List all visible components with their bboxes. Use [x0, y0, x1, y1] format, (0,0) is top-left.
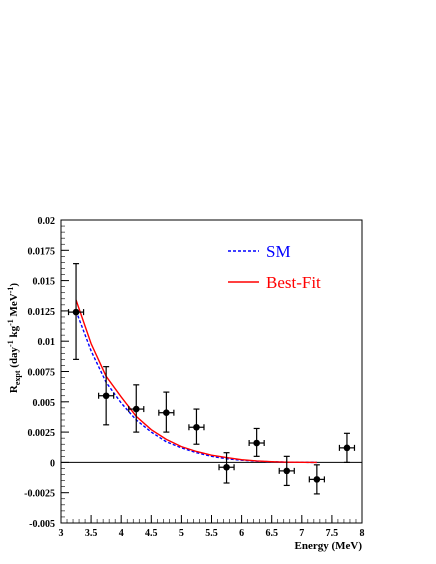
series-layer	[75, 299, 317, 464]
x-tick-label: 8	[360, 528, 365, 539]
data-point	[128, 384, 145, 433]
data-point-marker	[72, 308, 80, 316]
y-tick-label: 0.02	[38, 216, 56, 227]
x-tick-label: 6.5	[265, 528, 278, 539]
data-point	[338, 432, 356, 463]
y-axis-label-part1: (day	[8, 346, 20, 370]
legend: SM Best-Fit	[228, 242, 321, 292]
data-point	[248, 427, 265, 457]
y-tick-label: 0.015	[33, 277, 56, 288]
data-point	[158, 391, 175, 433]
data-point	[218, 452, 235, 484]
y-tick-label: 0.0025	[28, 428, 56, 439]
y-tick-label: -0.005	[29, 519, 55, 530]
data-point	[308, 464, 325, 495]
y-axis-label-sup1: -1	[6, 340, 15, 347]
x-axis-label: Energy (MeV)	[294, 540, 362, 552]
y-axis-label-sub: expt	[13, 370, 22, 385]
data-point	[188, 408, 205, 445]
x-tick-label: 3	[59, 528, 64, 539]
x-tick-label: 4.5	[145, 528, 158, 539]
axis-ticks-layer: 3 3.5 4 4.5 5 5.5 6 6.5 7 7.5 8 -0.005 -0.0025 0 0.002…	[24, 216, 364, 539]
y-tick-label: 0.0175	[28, 246, 56, 257]
y-tick-label: 0.005	[33, 398, 56, 409]
y-axis-label-sup3: -1	[6, 287, 15, 294]
data-point-marker	[343, 444, 351, 452]
series-best-fit-curve	[75, 299, 317, 464]
legend-label-sm: SM	[266, 242, 291, 261]
data-points-layer	[67, 263, 356, 495]
data-point-marker	[313, 476, 321, 483]
x-tick-label: 3.5	[85, 528, 98, 539]
data-point-marker	[102, 392, 110, 400]
data-point-marker	[132, 405, 140, 413]
data-point	[98, 366, 115, 426]
y-axis-label-part4: )	[8, 283, 20, 287]
y-axis-label-part2: kg	[8, 325, 20, 340]
y-tick-label: 0	[50, 458, 55, 469]
data-point-marker	[223, 463, 230, 471]
x-tick-label: 6	[239, 528, 244, 539]
data-point-marker	[283, 467, 291, 475]
x-tick-label: 7	[299, 528, 304, 539]
data-point-marker	[193, 423, 200, 431]
x-tick-label: 4	[119, 528, 124, 539]
y-tick-label: 0.0125	[28, 307, 56, 318]
y-tick-label: 0.01	[38, 337, 56, 348]
y-tick-label: -0.0025	[24, 489, 55, 500]
y-tick-label: 0.0075	[28, 368, 56, 379]
legend-label-best-fit: Best-Fit	[266, 273, 321, 292]
y-axis-label-part3: MeV	[8, 293, 20, 319]
data-point-marker	[163, 409, 170, 417]
y-axis-label-base: R	[8, 384, 20, 393]
x-tick-label: 5.5	[205, 528, 218, 539]
x-tick-label: 7.5	[326, 528, 339, 539]
data-point	[67, 263, 85, 360]
data-point-marker	[253, 439, 260, 447]
y-axis-label: Rexpt (day-1 kg-1 MeV-1)	[6, 283, 22, 394]
data-point	[278, 455, 295, 487]
x-tick-label: 5	[179, 528, 184, 539]
y-axis-label-sup2: -1	[6, 319, 15, 326]
